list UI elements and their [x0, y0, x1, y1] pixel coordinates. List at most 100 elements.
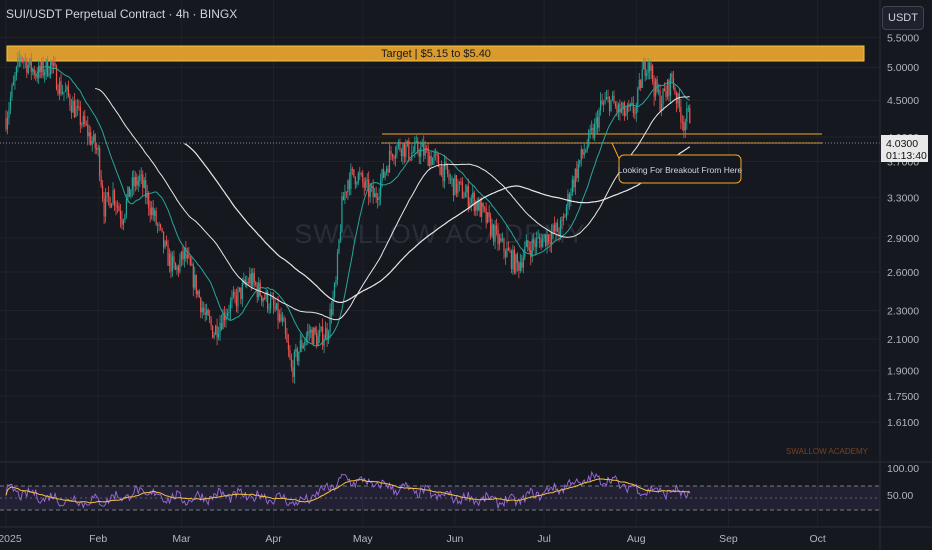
- candle-body: [119, 210, 122, 219]
- candle-body: [124, 214, 126, 221]
- candle-body: [228, 312, 230, 314]
- candle-body: [222, 312, 224, 330]
- candle-body: [75, 107, 77, 118]
- candle-body: [434, 153, 437, 155]
- candle-body: [121, 218, 123, 225]
- candle-body: [206, 309, 208, 315]
- candle-body: [513, 249, 515, 273]
- candle-body: [165, 241, 168, 245]
- candle-body: [542, 238, 544, 248]
- candle-body: [41, 61, 43, 72]
- candle-body: [635, 105, 637, 114]
- candle-body: [516, 254, 518, 263]
- candle-body: [278, 314, 281, 321]
- target-zone[interactable]: [6, 45, 865, 62]
- time-tick-label: Feb: [89, 533, 107, 545]
- rsi-axis[interactable]: 100.00 50.00: [887, 463, 919, 502]
- candle-body: [142, 174, 144, 188]
- candle-body: [393, 157, 395, 159]
- candle-body: [585, 150, 587, 153]
- candle-body: [637, 88, 639, 106]
- candle-body: [495, 225, 498, 229]
- candle-body: [336, 252, 339, 281]
- candle-body: [638, 80, 640, 89]
- time-axis[interactable]: 2025 Feb Mar Apr May Jun Jul Aug Sep Oct: [0, 533, 826, 545]
- candle-body: [186, 254, 188, 259]
- candle-body: [301, 340, 303, 349]
- candle-body: [552, 224, 554, 233]
- candle-body: [299, 340, 301, 352]
- candle-body: [9, 97, 12, 109]
- candle-body: [148, 192, 150, 209]
- candle-body: [73, 100, 75, 118]
- candle-body: [378, 196, 380, 200]
- candle-body: [112, 190, 114, 204]
- watermark-small: SWALLOW ACADEMY: [786, 447, 869, 456]
- candle-body: [259, 282, 261, 296]
- candle-body: [531, 239, 533, 257]
- candle-body: [647, 62, 649, 73]
- candle-body: [375, 193, 377, 198]
- candle-body: [44, 72, 46, 76]
- candle-body: [487, 212, 489, 223]
- candle-body: [60, 81, 62, 95]
- breakout-callout[interactable]: [618, 154, 742, 184]
- candle-body: [176, 266, 178, 270]
- candle-body: [369, 188, 371, 197]
- candle-body: [21, 57, 23, 61]
- candle-body: [219, 323, 221, 334]
- candle-body: [252, 272, 254, 286]
- candle-body: [159, 224, 162, 228]
- candle-body: [674, 87, 676, 94]
- candle-body: [302, 345, 304, 349]
- candle-body: [561, 220, 563, 222]
- candle-body: [390, 150, 392, 155]
- currency-button[interactable]: USDT: [882, 6, 924, 30]
- candle-body: [530, 250, 532, 257]
- candle-body: [69, 95, 71, 106]
- price-axis[interactable]: 5.50005.00004.50004.00003.70003.30002.90…: [887, 32, 919, 429]
- candle-body: [66, 86, 68, 91]
- candle-body: [457, 184, 459, 194]
- candle-body: [387, 168, 389, 173]
- candle-body: [39, 65, 41, 72]
- candle-body: [663, 88, 666, 92]
- candle-body: [442, 166, 444, 182]
- candle-body: [319, 330, 321, 337]
- candle-body: [344, 191, 346, 201]
- symbol-header[interactable]: SUI/USDT Perpetual Contract · 4h · BINGX: [6, 7, 238, 21]
- candle-body: [304, 341, 306, 346]
- candle-body: [381, 169, 383, 181]
- candle-body: [283, 317, 285, 322]
- candle-body: [36, 75, 38, 79]
- candle-body: [226, 312, 229, 317]
- candle-body: [249, 273, 251, 284]
- candle-body: [223, 312, 226, 321]
- candle-body: [345, 191, 348, 193]
- candle-body: [78, 106, 80, 108]
- candle-body: [24, 59, 26, 61]
- candle-body: [8, 108, 10, 118]
- candle-body: [372, 185, 374, 198]
- candle-body: [174, 263, 177, 270]
- candle-body: [433, 154, 435, 159]
- candle-body: [598, 110, 600, 128]
- candle-body: [183, 247, 185, 260]
- candle-body: [528, 247, 530, 251]
- candle-body: [640, 80, 642, 88]
- candle-body: [576, 168, 578, 178]
- candle-body: [601, 100, 603, 105]
- candle-body: [684, 121, 686, 131]
- candle-body: [200, 297, 202, 313]
- candle-body: [286, 333, 288, 343]
- candle-body: [533, 239, 535, 244]
- candle-body: [662, 88, 664, 104]
- candle-body: [327, 332, 330, 341]
- candle-body: [362, 173, 364, 183]
- candle-body: [643, 61, 645, 70]
- candle-body: [421, 143, 423, 147]
- candle-body: [544, 234, 547, 246]
- candle-body: [550, 232, 553, 245]
- candle-body: [261, 295, 263, 302]
